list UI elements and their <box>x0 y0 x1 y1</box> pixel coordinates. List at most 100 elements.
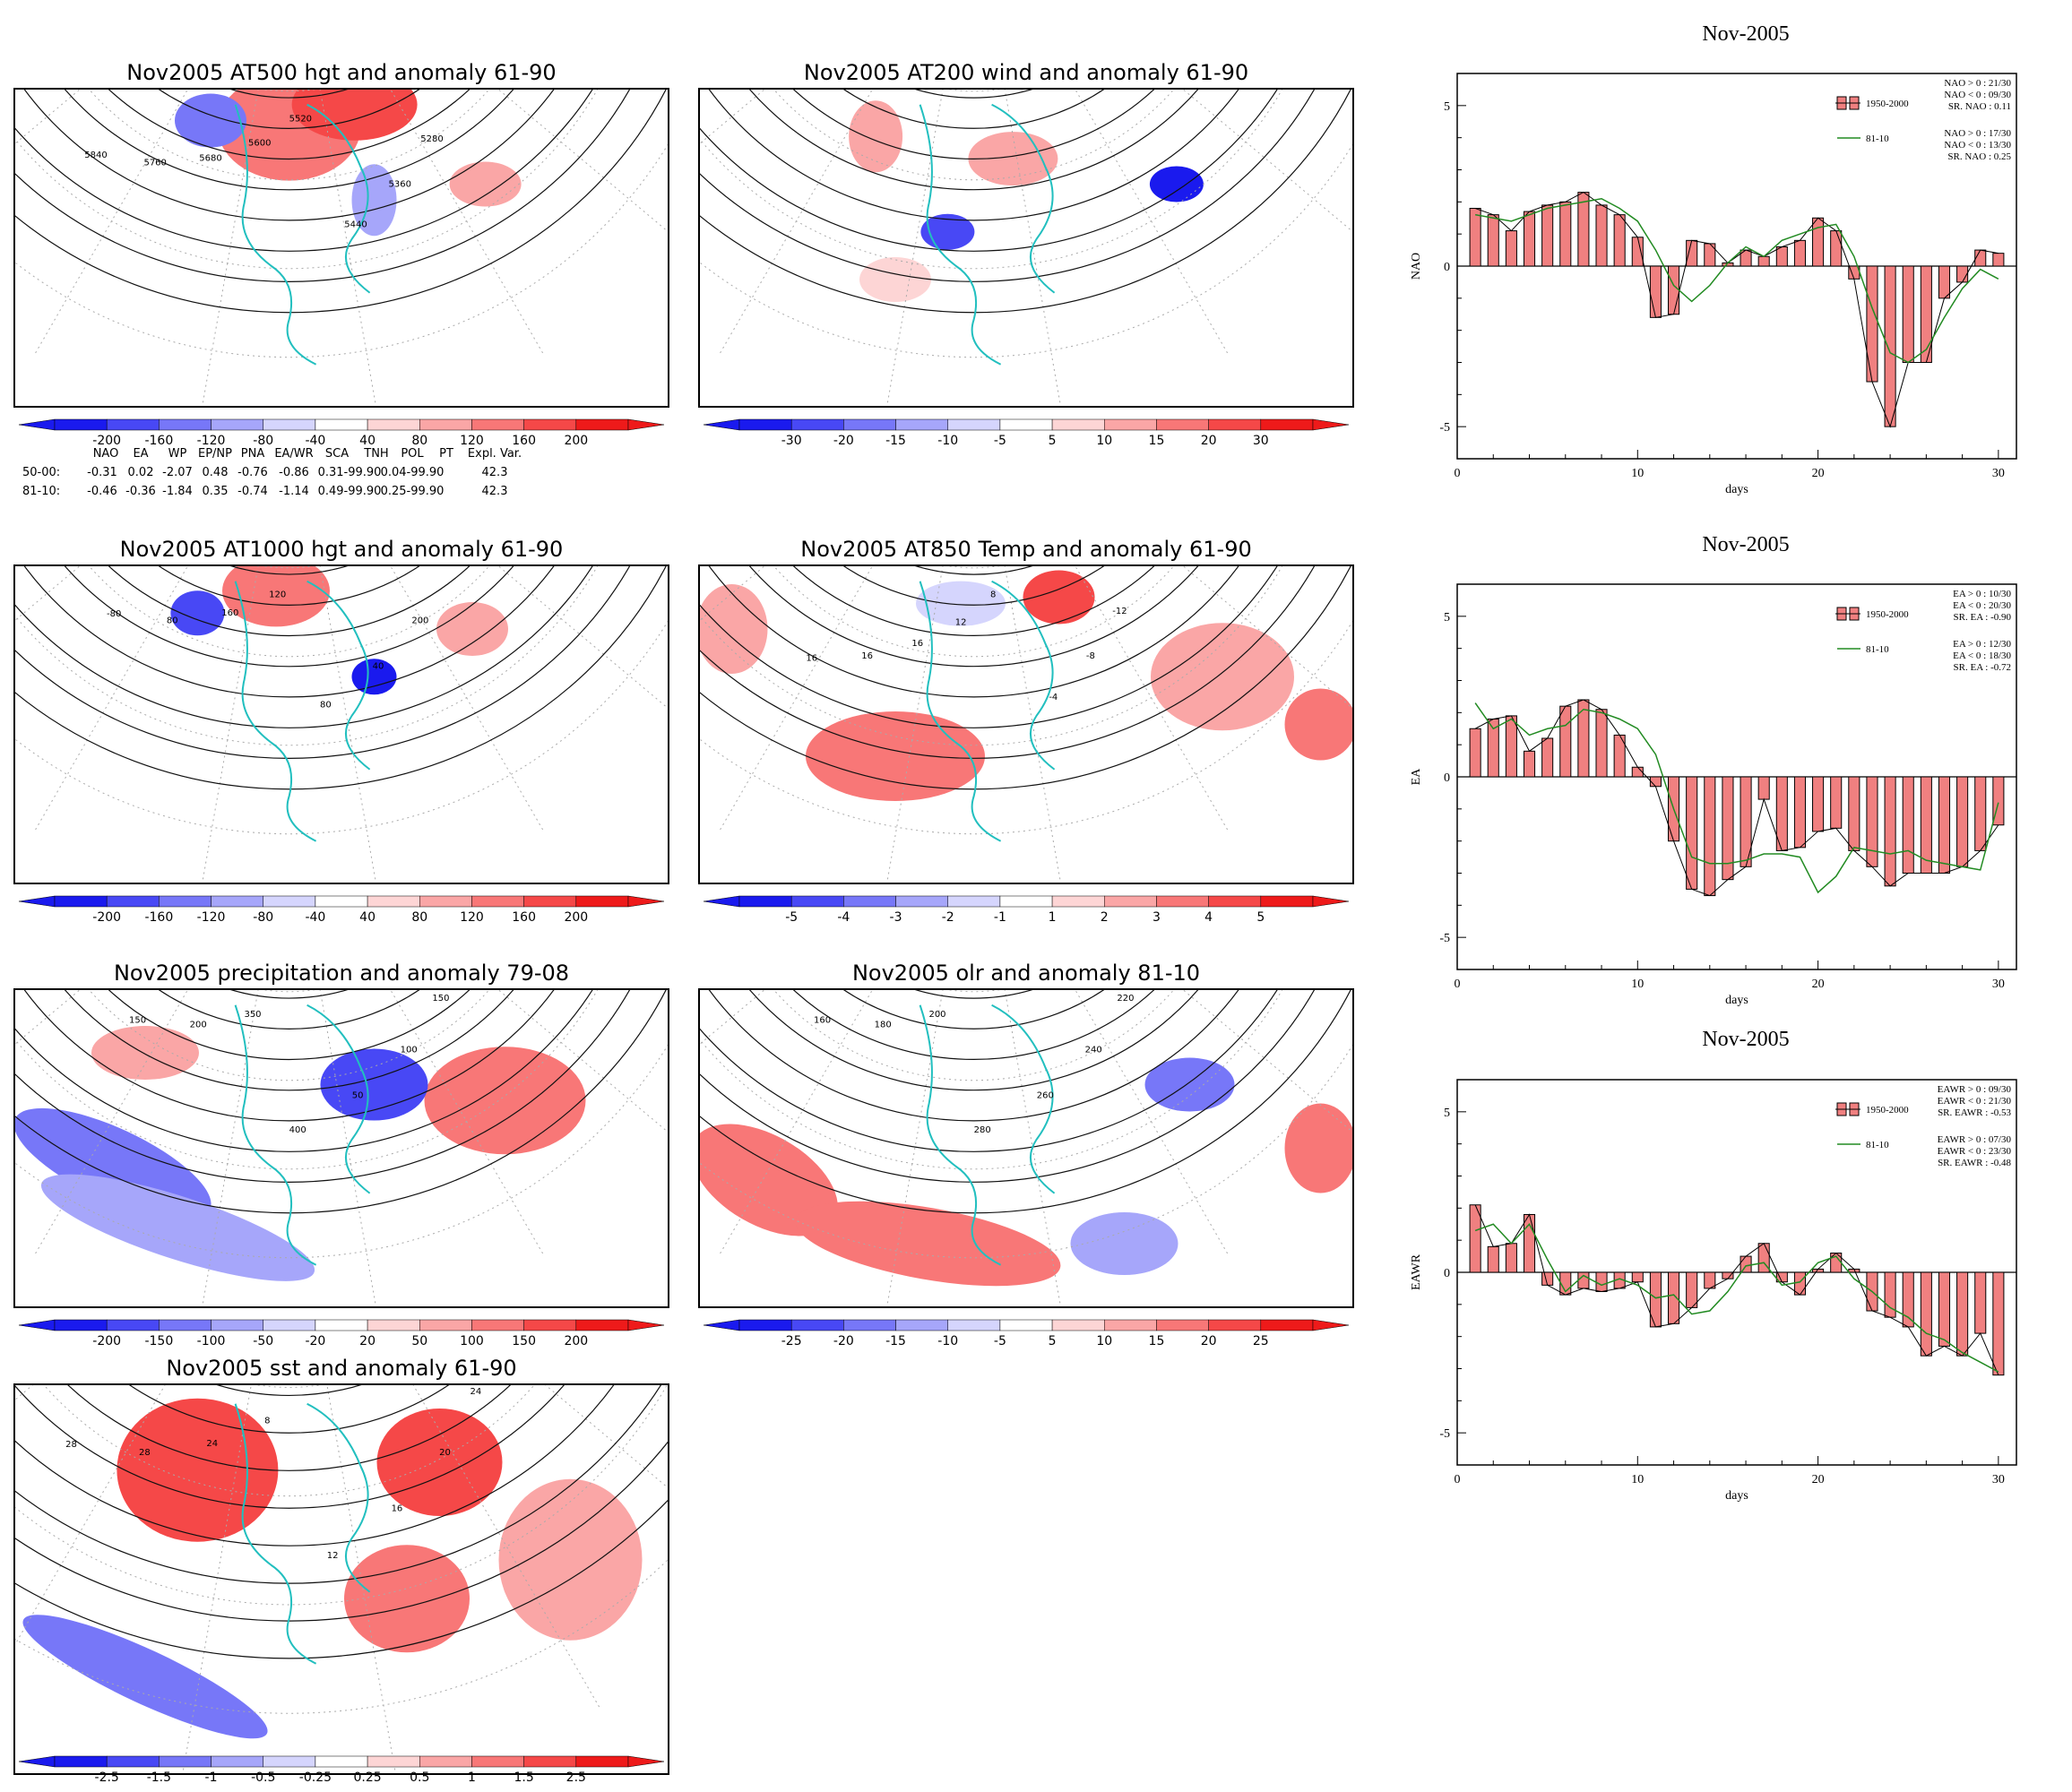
bar <box>1830 776 1843 829</box>
colorbar-label: 30 <box>1253 434 1269 448</box>
contour-label: 5520 <box>289 114 312 124</box>
colorbar-label: 1.5 <box>514 1770 534 1785</box>
bar <box>1505 230 1517 267</box>
legend-stat: EAWR < 0 : 21/30 <box>1938 1096 2012 1107</box>
contour-label: 28 <box>139 1448 151 1458</box>
y-axis-label: NAO <box>1410 253 1423 280</box>
map-title: Nov2005 AT500 hgt and anomaly 61-90 <box>126 60 556 85</box>
colorbar-label: -10 <box>937 434 958 448</box>
contour-label: 400 <box>289 1125 306 1135</box>
contour-label: 5280 <box>420 134 443 144</box>
colorbar-label: 80 <box>411 434 427 448</box>
map-title: Nov2005 AT200 wind and anomaly 61-90 <box>804 60 1248 85</box>
colorbar: -5 -4 -3 -2 -1 1 2 3 4 5 <box>703 895 1350 925</box>
colorbar-label: 120 <box>460 910 484 925</box>
colorbar-label: -40 <box>305 910 325 925</box>
contour-label: 16 <box>806 654 817 664</box>
colorbar-label: -5 <box>994 434 1006 448</box>
x-tick-label: 30 <box>1992 1473 2005 1486</box>
index-header: SCA <box>325 447 349 461</box>
colorbar-label: 10 <box>1096 434 1112 448</box>
bar <box>1775 246 1788 267</box>
index-header: Expl. Var. <box>468 447 522 461</box>
legend-line-label: 81-10 <box>1866 644 1889 655</box>
bar <box>1884 265 1896 427</box>
index-table: NAO EA WP EP/NP PNA EA/WR SCA TNH POL PT Expl. Var… <box>22 447 522 498</box>
colorbar-label: -200 <box>92 910 121 925</box>
y-tick-label: 5 <box>1444 100 1450 114</box>
bar <box>1884 776 1896 887</box>
anomaly-shading <box>449 161 522 207</box>
index-value: 0.04-99.90 <box>381 466 445 479</box>
contour-label: 16 <box>392 1503 403 1513</box>
series-line-81-10 <box>1474 197 1999 364</box>
map-panel-7: Nov2005 sst and anomaly 61-9024201612824… <box>13 1356 669 1785</box>
colorbar-label: -0.5 <box>251 1770 275 1785</box>
colorbar-label: 20 <box>359 1334 376 1348</box>
colorbar-label: 80 <box>411 910 427 925</box>
index-value: 0.49-99.90 <box>318 485 382 498</box>
legend-stat: SR. NAO : 0.25 <box>1947 151 2011 162</box>
index-chart-2: Nov-2005 5 0 -5 0 10 20 30 days EA 1950-2000 81-10 E… <box>1410 533 2017 1007</box>
y-axis-label: EA <box>1410 768 1423 786</box>
bar <box>1541 737 1554 778</box>
colorbar-label: -80 <box>253 434 273 448</box>
colorbar-label: -2 <box>942 910 954 925</box>
contour-label: 5680 <box>199 153 221 163</box>
colorbar-label: -0.25 <box>299 1770 332 1785</box>
series-line-81-10 <box>1474 702 1999 894</box>
colorbar-label: 1 <box>468 1770 476 1785</box>
bar <box>1938 1271 1951 1347</box>
contour-label: 100 <box>401 1046 418 1055</box>
contour-label: -4 <box>1049 693 1058 702</box>
bar <box>1902 1271 1914 1328</box>
contour-label: 80 <box>320 700 332 710</box>
bar <box>1920 1271 1932 1357</box>
contour-label: 5760 <box>143 159 166 168</box>
index-row-label: 50-00: <box>22 466 60 479</box>
bar <box>1956 776 1969 867</box>
anomaly-shading <box>170 590 225 636</box>
bar <box>1577 1271 1590 1289</box>
index-value: 0.02 <box>128 466 154 479</box>
contour-label: 200 <box>928 1010 945 1020</box>
x-axis-label: days <box>1725 1489 1748 1503</box>
anomaly-shading <box>1023 570 1095 625</box>
contour-label: 200 <box>411 616 428 625</box>
bar <box>1577 192 1590 267</box>
colorbar-label: -120 <box>197 434 226 448</box>
y-tick-label: -5 <box>1439 1427 1450 1441</box>
map-panel-4: Nov2005 AT850 Temp and anomaly 61-90-12-… <box>698 537 1354 925</box>
map-panel-3: Nov2005 AT1000 hgt and anomaly 61-90 200 4… <box>13 537 669 925</box>
contour-label: -12 <box>1112 607 1127 616</box>
contour-label: 5600 <box>248 138 271 148</box>
map-frame <box>698 564 1354 884</box>
index-chart-1: Nov-2005 5 0 -5 0 10 20 30 days NAO 1950-2000 81-10… <box>1410 22 2017 496</box>
legend-bar-label: 1950-2000 <box>1866 1105 1909 1116</box>
colorbar-label: -40 <box>305 434 325 448</box>
contour-label: 8 <box>990 590 996 600</box>
legend-stat: SR. EA : -0.90 <box>1954 612 2012 623</box>
index-header: NAO <box>93 447 119 461</box>
bar <box>1974 1271 1987 1334</box>
colorbar-label: 5 <box>1256 910 1265 925</box>
bar <box>1505 1243 1517 1273</box>
colorbar-label: 200 <box>564 1334 588 1348</box>
bar <box>1902 265 1914 363</box>
legend-stat: NAO > 0 : 21/30 <box>1944 78 2011 89</box>
chart-title: Nov-2005 <box>1702 22 1789 46</box>
contour-label: -8 <box>1086 651 1095 661</box>
bar <box>1938 265 1951 299</box>
map-title: Nov2005 AT1000 hgt and anomaly 61-90 <box>120 537 564 562</box>
map-frame <box>698 88 1354 408</box>
contour-label: 12 <box>327 1551 339 1561</box>
colorbar-label: -80 <box>253 910 273 925</box>
bar <box>1830 230 1843 267</box>
colorbar-label: 25 <box>1253 1334 1269 1348</box>
map-field: 150 100 50 400 350 200 150 <box>14 989 669 1307</box>
colorbar: -200 -160 -120 -80 -40 40 80 120 160 200 <box>18 895 665 925</box>
colorbar-label: 160 <box>512 434 536 448</box>
anomaly-shading <box>795 1201 1061 1287</box>
bar <box>1956 1271 1969 1357</box>
